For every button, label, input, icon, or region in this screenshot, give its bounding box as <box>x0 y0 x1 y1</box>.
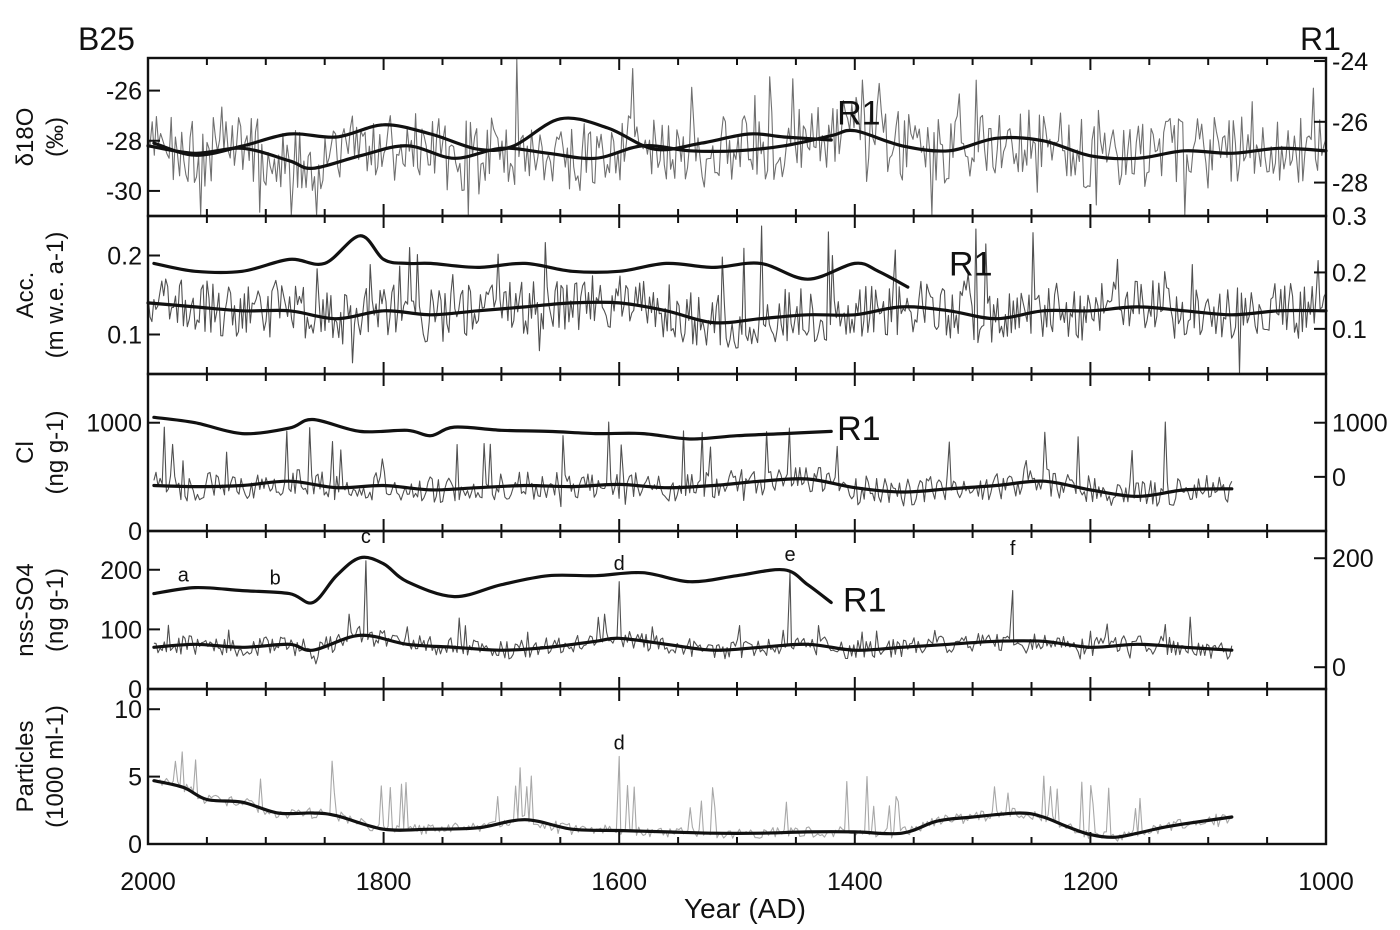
event-label-d: d <box>614 553 625 575</box>
panel-d18o: -26 -28 -30 -24 -26 -28 δ18O (‰) R1 <box>12 48 1368 218</box>
raw-record-cl <box>153 421 1233 508</box>
event-label-f: f <box>1010 538 1016 560</box>
right-y-tick-label-acc-2: 0.1 <box>1332 316 1367 344</box>
panel-so4: 200 100 0 200 0 nss-SO4 (ng g-1) R1 a b c d e f <box>12 526 1374 704</box>
y-tick-label-so4-0: 200 <box>100 557 142 585</box>
smoothed-curve-so4-1 <box>152 633 1234 652</box>
chart-panels: -26 -28 -30 -24 -26 -28 δ18O (‰) R1 0.2 0.1 0.3 0.2 0… <box>12 48 1388 859</box>
y-axis-title-acc: Acc. <box>12 272 39 319</box>
right-y-tick-label-d18o-1: -26 <box>1332 109 1368 137</box>
y-axis-title-d18o: δ18O <box>12 108 39 167</box>
smoothed-curve-cl-0 <box>152 415 833 441</box>
right-y-tick-label-acc-0: 0.3 <box>1332 203 1367 231</box>
event-label-e: e <box>784 544 795 566</box>
core-label-b25: B25 <box>78 21 135 57</box>
x-tick-label-1800: 1800 <box>356 868 412 896</box>
event-label-c: c <box>361 526 371 548</box>
y-axis-unit-particles: (1000 ml-1) <box>42 705 69 828</box>
y-tick-label-particles-2: 0 <box>128 831 142 859</box>
series-label-cl: R1 <box>837 410 880 448</box>
y-tick-label-particles-1: 5 <box>128 764 142 792</box>
x-tick-label-1600: 1600 <box>591 868 647 896</box>
smoothed-curve-acc-0 <box>152 234 910 289</box>
right-y-tick-label-cl-0: 1000 <box>1332 410 1388 438</box>
core-label-r1: R1 <box>1300 21 1341 57</box>
y-tick-label-particles-0: 10 <box>114 696 142 724</box>
x-tick-label-1000: 1000 <box>1298 868 1354 896</box>
right-y-tick-label-so4-1: 0 <box>1332 654 1346 682</box>
y-axis-unit-acc: (m w.e. a-1) <box>42 232 69 359</box>
right-y-tick-label-d18o-0: -24 <box>1332 48 1368 76</box>
event-label-b: b <box>270 568 281 590</box>
y-tick-label-so4-1: 100 <box>100 616 142 644</box>
y-tick-label-d18o-2: -30 <box>106 178 142 206</box>
y-tick-label-acc-0: 0.2 <box>107 243 142 271</box>
y-axis-unit-so4: (ng g-1) <box>42 568 69 652</box>
y-axis-title-so4: nss-SO4 <box>12 563 39 656</box>
right-y-tick-label-cl-1: 0 <box>1332 464 1346 492</box>
y-tick-label-d18o-1: -28 <box>106 128 142 156</box>
y-axis-title-particles: Particles <box>12 720 39 812</box>
x-tick-label-1200: 1200 <box>1063 868 1119 896</box>
series-label-d18o: R1 <box>837 95 880 133</box>
y-axis-unit-d18o: (‰) <box>42 117 69 157</box>
smoothed-curve-acc-1 <box>146 300 1328 325</box>
y-tick-label-cl-0: 1000 <box>86 410 142 438</box>
y-tick-label-so4-2: 0 <box>128 676 142 704</box>
y-axis-unit-cl: (ng g-1) <box>42 410 69 494</box>
x-tick-label-1400: 1400 <box>827 868 883 896</box>
event-label-a: a <box>178 565 190 587</box>
raw-record-d18o <box>147 58 1327 216</box>
smoothed-curve-d18o-1 <box>146 128 1328 170</box>
series-label-so4: R1 <box>843 582 886 620</box>
y-tick-label-cl-1: 0 <box>128 518 142 546</box>
right-y-tick-label-d18o-2: -28 <box>1332 170 1368 198</box>
x-axis-title: Year (AD) <box>684 893 806 924</box>
series-label-acc: R1 <box>949 245 992 283</box>
panel-particles: 10 5 0 Particles (1000 ml-1) d <box>12 687 1328 859</box>
y-axis-title-cl: Cl <box>12 441 39 464</box>
smoothed-curve-particles-0 <box>152 779 1234 839</box>
raw-record-acc <box>147 225 1327 374</box>
right-y-tick-label-so4-0: 200 <box>1332 545 1374 573</box>
x-axis: 2000 1800 1600 1400 1200 1000 <box>120 868 1354 896</box>
smoothed-curve-cl-1 <box>152 477 1234 498</box>
y-tick-label-d18o-0: -26 <box>106 78 142 106</box>
x-tick-label-2000: 2000 <box>120 868 176 896</box>
raw-record-particles <box>159 751 1232 842</box>
event-label-d: d <box>614 733 625 755</box>
y-tick-label-acc-1: 0.1 <box>107 322 142 350</box>
panel-cl: 1000 0 1000 0 Cl (ng g-1) R1 <box>12 372 1388 546</box>
smoothed-curve-so4-0 <box>152 555 833 605</box>
right-y-tick-label-acc-1: 0.2 <box>1332 259 1367 287</box>
